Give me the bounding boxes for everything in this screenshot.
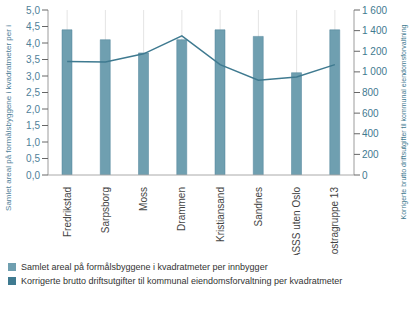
svg-text:Samlet areal på formålsbyggene: Samlet areal på formålsbyggene i kvadrat… [8,25,13,211]
svg-text:200: 200 [362,149,379,160]
svg-text:600: 600 [362,108,379,119]
svg-text:3,5: 3,5 [26,54,40,65]
svg-text:800: 800 [362,87,379,98]
svg-text:Korrigerte brutto driftsutgift: Korrigerte brutto driftsutgifter til kom… [400,24,403,219]
svg-text:Sandnes: Sandnes [253,187,264,226]
svg-text:400: 400 [362,128,379,139]
svg-text:Kostragruppe 13: Kostragruppe 13 [329,187,340,255]
svg-text:1,0: 1,0 [26,137,40,148]
svg-text:Moss: Moss [138,187,149,211]
svg-text:0: 0 [362,170,368,181]
svg-text:3,0: 3,0 [26,71,40,82]
html-text:Samlet areal på formålsbyggene: Samlet areal på formålsbyggene i kvadrat… [21,262,268,272]
svg-text:4,0: 4,0 [26,38,40,49]
svg-text:2,5: 2,5 [26,87,40,98]
svg-text:1,5: 1,5 [26,120,40,131]
svg-text:1 600: 1 600 [362,5,387,16]
svg-text:Sarpsborg: Sarpsborg [100,187,111,233]
svg-text:2,0: 2,0 [26,104,40,115]
svg-text:4,5: 4,5 [26,21,40,32]
svg-text:Drammen: Drammen [176,187,187,231]
svg-text:0,0: 0,0 [26,170,40,181]
svg-text:1 400: 1 400 [362,25,387,36]
svg-text:Kristiansand: Kristiansand [215,187,226,242]
svg-text:Fredrikstad: Fredrikstad [62,187,73,237]
svg-text:ASSS uten Oslo: ASSS uten Oslo [291,187,302,255]
svg-text:5,0: 5,0 [26,5,40,16]
svg-text:0,5: 0,5 [26,153,40,164]
svg-text:1 000: 1 000 [362,66,387,77]
html-text:Korrigerte brutto driftsutgift: Korrigerte brutto driftsutgifter til kom… [21,276,343,286]
svg-text:1 200: 1 200 [362,46,387,57]
